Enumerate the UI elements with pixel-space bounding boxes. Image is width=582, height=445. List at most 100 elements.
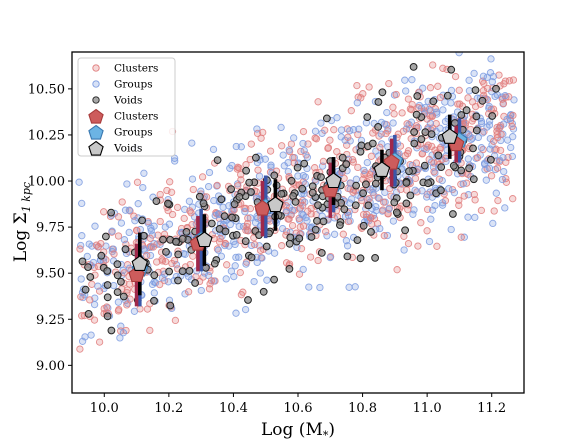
cluster-point bbox=[354, 130, 362, 139]
x-axis-ticks: 10.0 10.2 10.4 10.6 10.8 11.0 11.2 bbox=[90, 393, 506, 416]
cluster-point bbox=[314, 256, 322, 265]
cluster-point bbox=[110, 250, 118, 258]
cluster-point bbox=[495, 71, 503, 79]
cluster-point bbox=[164, 206, 172, 215]
void-point bbox=[465, 164, 474, 173]
group-point bbox=[470, 69, 478, 78]
void-point bbox=[368, 139, 377, 148]
group-point bbox=[299, 265, 307, 274]
group-point bbox=[447, 99, 455, 107]
cluster-point bbox=[189, 185, 197, 194]
cluster-point bbox=[205, 285, 214, 293]
cluster-point bbox=[380, 232, 388, 240]
void-point bbox=[421, 128, 430, 137]
group-point bbox=[300, 146, 308, 155]
group-point bbox=[348, 195, 356, 203]
void-point bbox=[285, 265, 294, 273]
void-point bbox=[165, 267, 174, 276]
group-point bbox=[104, 304, 112, 312]
cluster-point bbox=[278, 242, 286, 250]
group-point bbox=[464, 155, 472, 163]
void-point bbox=[447, 65, 456, 74]
cluster-point bbox=[473, 154, 482, 162]
group-point bbox=[134, 200, 142, 208]
group-point bbox=[485, 164, 494, 172]
cluster-point bbox=[180, 214, 188, 223]
void-point bbox=[298, 184, 307, 193]
void-point bbox=[342, 160, 351, 169]
void-point bbox=[317, 173, 325, 182]
cluster-point bbox=[153, 258, 161, 266]
group-point bbox=[401, 76, 409, 84]
cluster-point bbox=[445, 169, 453, 177]
group-point bbox=[344, 211, 353, 220]
void-point bbox=[174, 250, 183, 259]
cluster-point bbox=[173, 203, 182, 212]
x-tick-label: 10.8 bbox=[348, 401, 377, 416]
group-point bbox=[131, 217, 139, 225]
cluster-point bbox=[103, 303, 111, 311]
group-point bbox=[489, 219, 497, 228]
void-point bbox=[427, 130, 436, 139]
cluster-point bbox=[397, 185, 405, 194]
group-point bbox=[226, 164, 234, 172]
void-point bbox=[162, 248, 170, 256]
x-tick-label: 10.4 bbox=[219, 401, 248, 416]
cluster-point bbox=[365, 83, 373, 91]
y-tick-label: 9.25 bbox=[36, 313, 65, 328]
void-point bbox=[401, 226, 410, 235]
group-point bbox=[343, 242, 352, 250]
group-point bbox=[330, 230, 339, 238]
group-point bbox=[438, 176, 446, 185]
group-point bbox=[402, 87, 410, 95]
group-point bbox=[242, 260, 250, 268]
group-point bbox=[452, 37, 458, 43]
group-point bbox=[181, 250, 189, 258]
group-point bbox=[197, 286, 205, 295]
cluster-point bbox=[299, 127, 308, 136]
cluster-point bbox=[509, 111, 517, 120]
group-point bbox=[117, 219, 126, 227]
void-point bbox=[207, 219, 216, 228]
cluster-point bbox=[244, 214, 252, 222]
group-point bbox=[89, 258, 98, 267]
group-point bbox=[345, 283, 353, 291]
legend-groups-pentagon bbox=[88, 124, 104, 140]
group-point bbox=[225, 242, 233, 250]
void-point bbox=[78, 257, 87, 266]
group-point bbox=[407, 118, 416, 126]
cluster-point bbox=[156, 280, 164, 289]
group-point bbox=[441, 117, 450, 126]
group-point bbox=[360, 166, 368, 175]
void-point bbox=[359, 221, 368, 230]
legend-label: Clusters bbox=[114, 63, 158, 75]
y-tick-label: 10.00 bbox=[28, 175, 65, 190]
y-tick-label: 9.75 bbox=[36, 221, 65, 236]
cluster-point bbox=[163, 186, 171, 195]
void-point bbox=[244, 296, 252, 304]
void-point bbox=[242, 166, 251, 175]
void-point bbox=[166, 301, 175, 310]
y-tick-label: 10.50 bbox=[28, 82, 65, 97]
void-point bbox=[374, 123, 383, 131]
void-point bbox=[150, 296, 158, 305]
void-point bbox=[462, 106, 471, 115]
group-point bbox=[148, 280, 157, 289]
void-point bbox=[311, 225, 320, 234]
cluster-point bbox=[156, 190, 164, 199]
cluster-point bbox=[324, 144, 333, 152]
group-point bbox=[500, 167, 508, 176]
cluster-point bbox=[288, 221, 297, 230]
cluster-point bbox=[457, 233, 465, 241]
cluster-point bbox=[379, 206, 387, 214]
void-point bbox=[138, 216, 147, 225]
void-point bbox=[351, 201, 360, 210]
cluster-point bbox=[432, 119, 440, 128]
cluster-point bbox=[295, 270, 304, 278]
group-point bbox=[188, 203, 197, 211]
cluster-point bbox=[457, 180, 465, 188]
cluster-point bbox=[90, 316, 99, 324]
cluster-point bbox=[369, 129, 377, 137]
cluster-point bbox=[299, 222, 308, 230]
